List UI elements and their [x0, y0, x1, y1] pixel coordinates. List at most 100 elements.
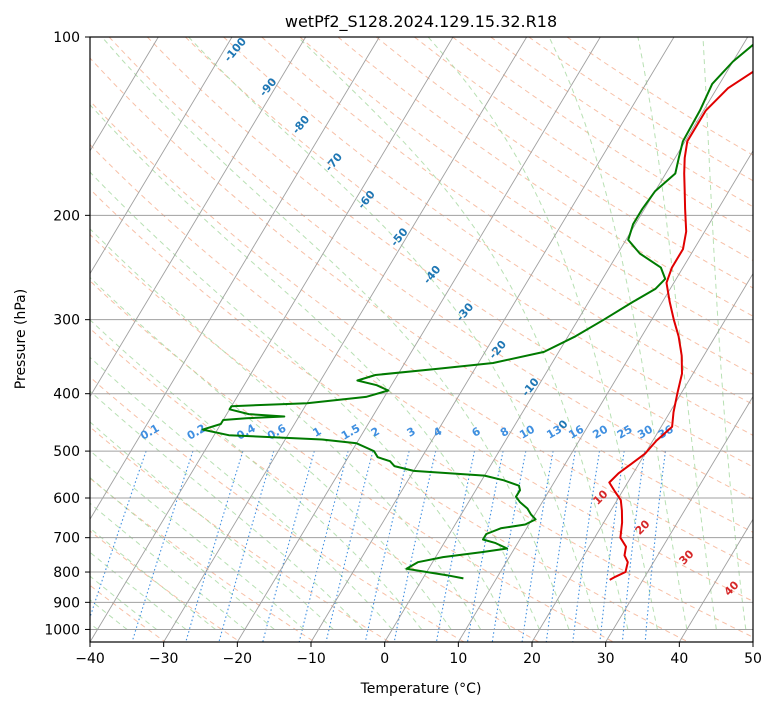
- mixing-ratio-line: [262, 450, 315, 642]
- x-tick-label: 50: [744, 651, 762, 667]
- mixing-ratio-label: 3: [405, 425, 418, 440]
- y-tick-label: 1000: [44, 622, 80, 638]
- mixing-ratio-line: [218, 450, 275, 642]
- moist-adiabat-label: 20: [633, 517, 653, 537]
- isotherm-line: [163, 37, 528, 642]
- mixing-ratio-label: 8: [498, 425, 511, 440]
- moist-adiabat-label: 10: [591, 487, 611, 507]
- chart-title: wetPf2_S128.2024.129.15.32.R18: [285, 12, 557, 32]
- grid-lines: [0, 37, 753, 642]
- plot-frame: [89, 36, 754, 643]
- x-tick-label: −20: [223, 651, 253, 667]
- mixing-ratio-line: [545, 451, 576, 642]
- isotherm-line: [310, 37, 675, 642]
- dry-adiabat-line: [90, 376, 465, 642]
- isotherm-line: [90, 37, 159, 152]
- dry-adiabat-line: [90, 327, 540, 642]
- mixing-ratio-label: 1: [311, 425, 324, 440]
- dry-adiabat-line: [90, 584, 166, 642]
- moist-adiabat-line: [90, 356, 393, 630]
- dry-adiabat-label: -30: [454, 300, 477, 324]
- moist-adiabat-line: [90, 476, 275, 630]
- dry-adiabat-label: -80: [290, 113, 313, 137]
- y-tick-label: 100: [53, 30, 80, 46]
- x-tick-label: −40: [75, 651, 105, 667]
- moist-adiabat-line: [90, 527, 216, 630]
- moist-adiabat-line: [637, 37, 717, 630]
- moist-adiabat-line: [548, 37, 688, 630]
- moist-adiabat-line: [90, 502, 246, 630]
- dry-adiabat-line: [185, 37, 753, 436]
- moist-adiabat-line: [90, 421, 334, 630]
- data-lines: [201, 43, 753, 581]
- dry-adiabat-line: [90, 143, 753, 602]
- y-axis-label: Pressure (hPa): [13, 289, 29, 389]
- mixing-ratio-line: [131, 450, 194, 642]
- moist-adiabat-line: [90, 171, 511, 630]
- dry-adiabat-line: [108, 37, 753, 500]
- mixing-ratio-line: [364, 450, 410, 642]
- x-tick-label: 30: [597, 651, 615, 667]
- dry-adiabat-label: -60: [355, 188, 378, 212]
- moist-adiabat-label: 40: [722, 578, 742, 598]
- x-tick-label: −10: [296, 651, 326, 667]
- y-tick-label: 300: [53, 313, 80, 329]
- y-tick-label: 900: [53, 595, 80, 611]
- dry-adiabat-line: [375, 37, 753, 289]
- moist-adiabat-line: [188, 37, 599, 630]
- dry-adiabat-line: [90, 426, 390, 642]
- temperature-line: [608, 70, 753, 581]
- y-tick-label: 500: [53, 444, 80, 460]
- isotherm-line: [605, 395, 753, 642]
- dry-adiabat-label: -40: [421, 263, 444, 287]
- mixing-ratio-line: [599, 451, 625, 642]
- dry-adiabat-line: [414, 37, 753, 262]
- isotherm-line: [752, 641, 753, 642]
- dry-adiabat-line: [490, 37, 753, 208]
- dry-adiabat-line: [146, 37, 753, 468]
- x-tick-label: 40: [670, 651, 688, 667]
- dry-adiabat-label: -50: [388, 225, 411, 249]
- moist-adiabat-line: [90, 104, 540, 630]
- moist-adiabat-line: [90, 551, 187, 630]
- mixing-ratio-line: [325, 450, 374, 642]
- x-tick-label: 0: [380, 651, 389, 667]
- mixing-ratio-label: 0.4: [234, 421, 258, 442]
- x-tick-label: 20: [523, 651, 541, 667]
- moist-adiabat-line: [427, 37, 658, 630]
- x-axis: −40 −30 −20 −10 0 10 20 30 40 50: [75, 642, 762, 667]
- mixing-ratio-line: [185, 450, 244, 642]
- mixing-ratio-line: [621, 451, 646, 642]
- isotherm-line: [90, 37, 454, 642]
- isotherm-line: [531, 272, 753, 642]
- moist-adiabat-line: [297, 37, 629, 630]
- isotherm-line: [0, 37, 11, 642]
- moist-adiabat-line: [90, 228, 482, 630]
- x-tick-label: −30: [149, 651, 179, 667]
- mixing-ratio-label: 20: [590, 423, 610, 442]
- moist-adiabat-line: [101, 37, 570, 630]
- mixing-ratio-line: [298, 450, 349, 642]
- dry-adiabat-line: [299, 37, 753, 346]
- mixing-ratio-line: [572, 451, 601, 642]
- moist-adiabat-label: 30: [677, 547, 697, 567]
- x-axis-label: Temperature (°C): [360, 681, 482, 697]
- dry-adiabat-line: [90, 530, 241, 642]
- moist-adiabat-line: [90, 319, 423, 630]
- x-tick-label: 10: [449, 651, 467, 667]
- isotherm-line: [90, 37, 380, 521]
- y-axis: 100 200 300 400 500 600 700 800 900 1000: [44, 30, 90, 638]
- isotherm-line: [236, 37, 601, 642]
- background-lines: [90, 37, 753, 642]
- dry-adiabat-line: [90, 100, 753, 567]
- mixing-ratio-line: [521, 451, 554, 642]
- dry-adiabat-line: [90, 188, 753, 638]
- mixing-ratio-label: 30: [635, 423, 655, 442]
- mixing-ratio-line: [644, 451, 666, 642]
- mixing-ratio-line: [435, 450, 476, 642]
- dry-adiabat-label: -90: [257, 75, 280, 99]
- dry-adiabat-line: [337, 37, 753, 317]
- moist-adiabat-line: [90, 449, 305, 630]
- isotherm-line: [678, 518, 753, 642]
